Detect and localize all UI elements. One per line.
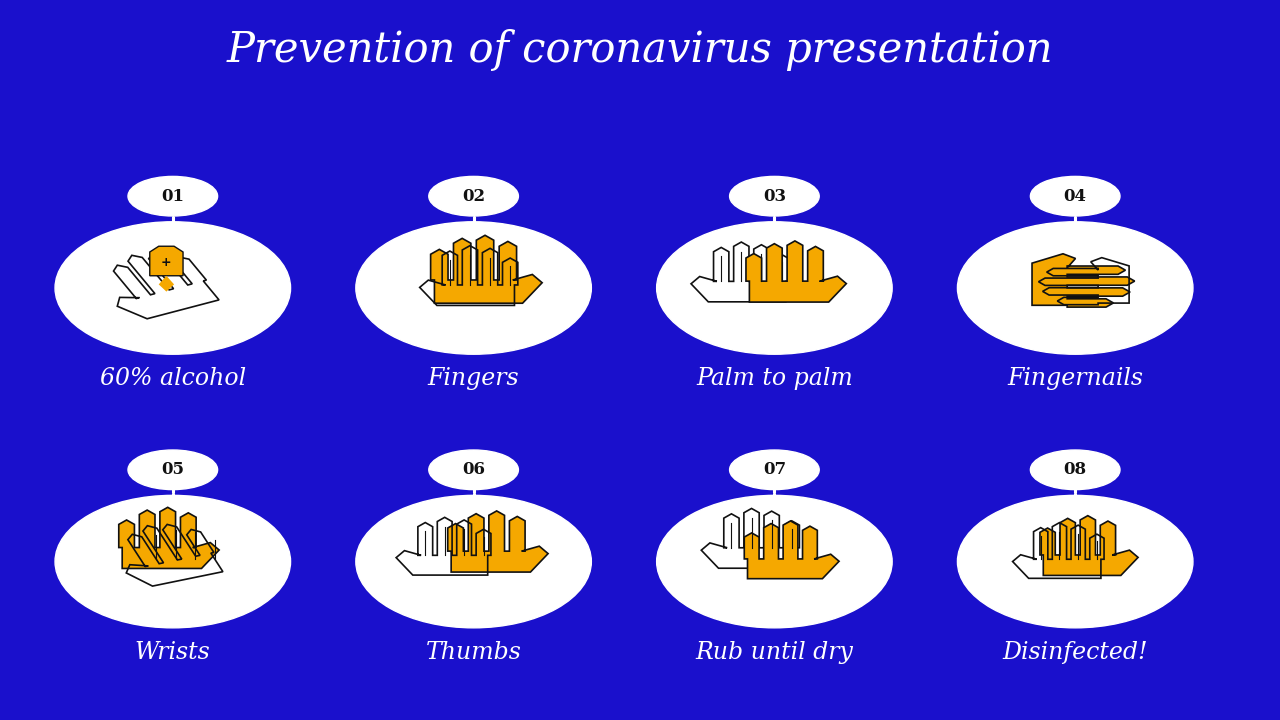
Polygon shape bbox=[150, 246, 183, 276]
Text: Fingernails: Fingernails bbox=[1007, 367, 1143, 390]
Polygon shape bbox=[159, 276, 174, 292]
Text: 06: 06 bbox=[462, 462, 485, 478]
Ellipse shape bbox=[730, 450, 819, 490]
Text: Disinfected!: Disinfected! bbox=[1002, 641, 1148, 664]
Text: 02: 02 bbox=[462, 188, 485, 204]
Circle shape bbox=[657, 495, 892, 628]
Circle shape bbox=[55, 495, 291, 628]
Circle shape bbox=[957, 495, 1193, 628]
Text: Rub until dry: Rub until dry bbox=[695, 641, 854, 664]
Text: 04: 04 bbox=[1064, 188, 1087, 204]
Polygon shape bbox=[430, 235, 543, 303]
Polygon shape bbox=[746, 241, 846, 302]
Text: 01: 01 bbox=[161, 188, 184, 204]
Circle shape bbox=[356, 495, 591, 628]
Ellipse shape bbox=[128, 450, 218, 490]
Polygon shape bbox=[119, 508, 219, 569]
Text: Palm to palm: Palm to palm bbox=[696, 367, 852, 390]
Polygon shape bbox=[448, 511, 548, 572]
Ellipse shape bbox=[128, 176, 218, 216]
Text: Thumbs: Thumbs bbox=[426, 641, 521, 664]
Ellipse shape bbox=[429, 176, 518, 216]
Ellipse shape bbox=[730, 176, 819, 216]
Text: Prevention of coronavirus presentation: Prevention of coronavirus presentation bbox=[227, 30, 1053, 71]
Polygon shape bbox=[1032, 253, 1134, 307]
Circle shape bbox=[55, 222, 291, 354]
Text: 07: 07 bbox=[763, 462, 786, 478]
Polygon shape bbox=[1039, 516, 1138, 575]
Text: 08: 08 bbox=[1064, 462, 1087, 478]
Circle shape bbox=[657, 222, 892, 354]
Text: 60% alcohol: 60% alcohol bbox=[100, 367, 246, 390]
Polygon shape bbox=[744, 521, 840, 579]
Text: Fingers: Fingers bbox=[428, 367, 520, 390]
Ellipse shape bbox=[1030, 450, 1120, 490]
Circle shape bbox=[957, 222, 1193, 354]
Text: 03: 03 bbox=[763, 188, 786, 204]
Ellipse shape bbox=[429, 450, 518, 490]
Text: 05: 05 bbox=[161, 462, 184, 478]
Circle shape bbox=[356, 222, 591, 354]
Ellipse shape bbox=[1030, 176, 1120, 216]
Text: Wrists: Wrists bbox=[134, 641, 211, 664]
Text: +: + bbox=[161, 256, 172, 269]
